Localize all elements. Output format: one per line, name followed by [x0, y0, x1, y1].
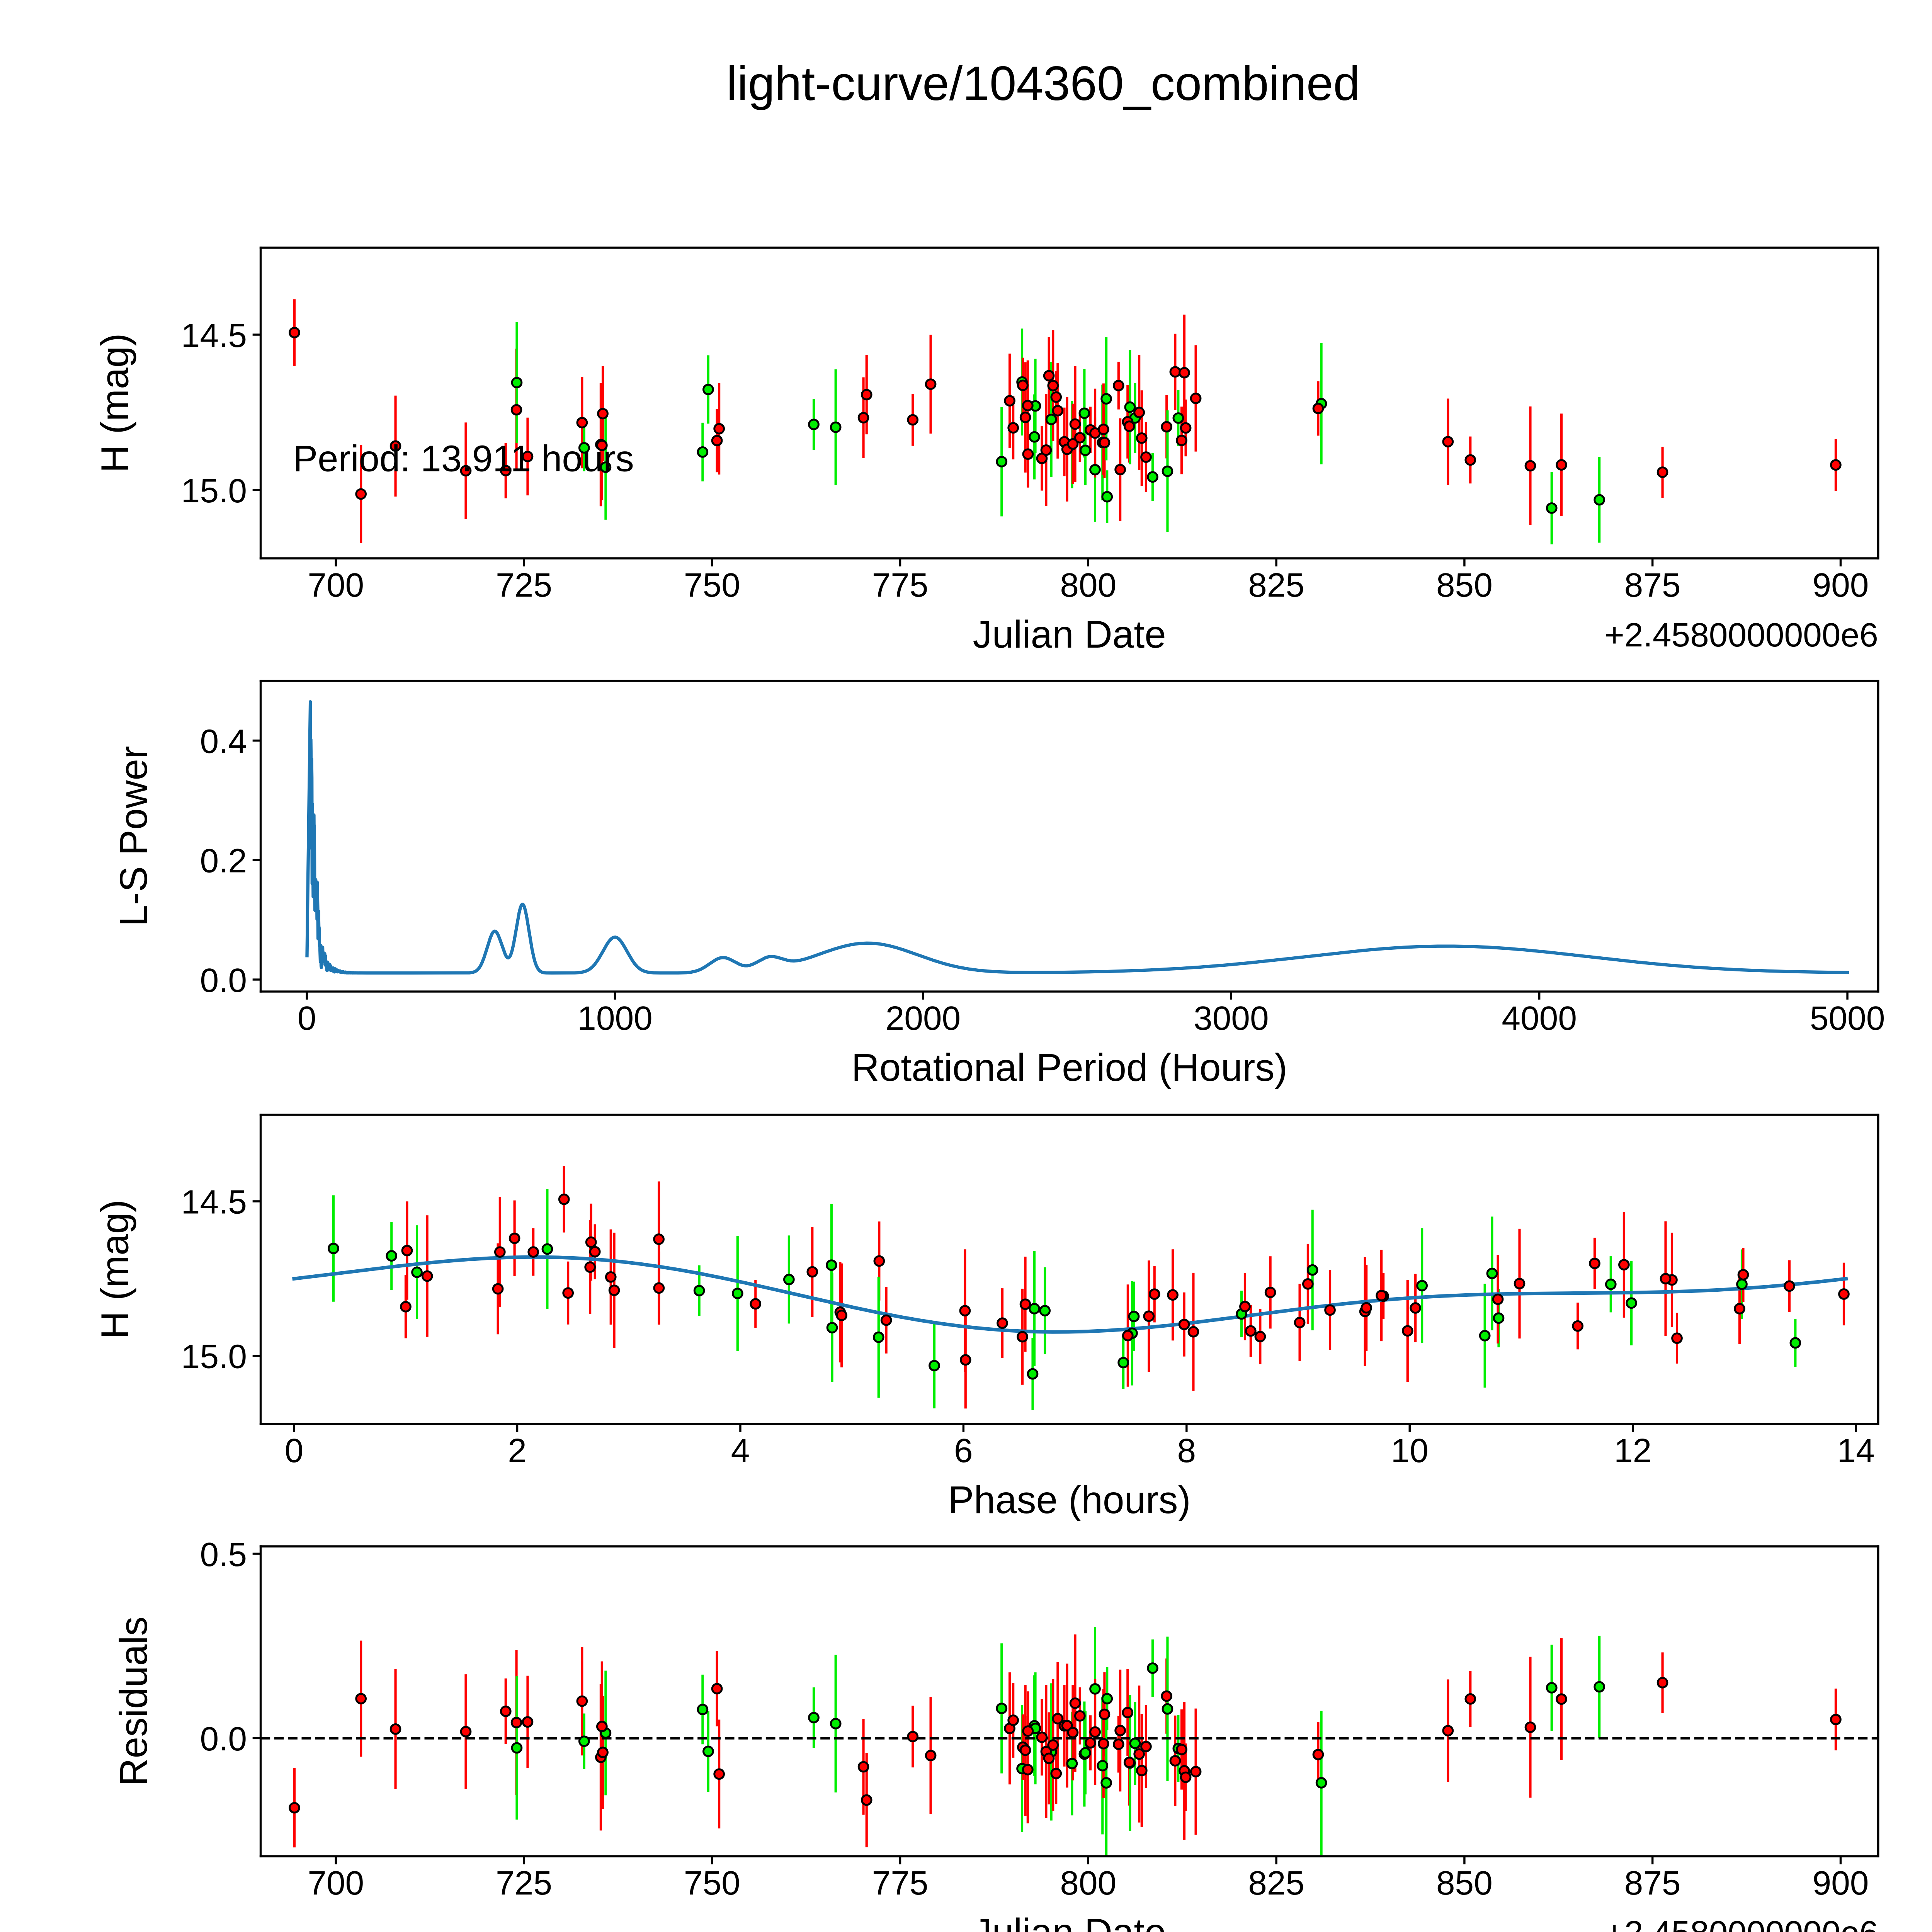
svg-text:H (mag): H (mag): [93, 333, 136, 473]
svg-text:725: 725: [496, 566, 552, 604]
svg-text:825: 825: [1248, 566, 1304, 604]
svg-text:800: 800: [1060, 1864, 1116, 1902]
svg-text:4: 4: [731, 1432, 750, 1469]
svg-text:2000: 2000: [886, 999, 961, 1037]
svg-text:725: 725: [496, 1864, 552, 1902]
svg-text:14: 14: [1837, 1432, 1874, 1469]
svg-text:1000: 1000: [577, 999, 653, 1037]
svg-text:750: 750: [684, 1864, 740, 1902]
svg-text:Phase (hours): Phase (hours): [948, 1478, 1191, 1522]
svg-text:0: 0: [298, 999, 316, 1037]
svg-text:850: 850: [1436, 566, 1493, 604]
svg-text:0.2: 0.2: [200, 842, 247, 880]
svg-text:12: 12: [1614, 1432, 1651, 1469]
svg-text:8: 8: [1177, 1432, 1196, 1469]
svg-text:0.0: 0.0: [200, 961, 247, 999]
svg-text:900: 900: [1812, 1864, 1869, 1902]
svg-text:2: 2: [508, 1432, 527, 1469]
svg-text:Residuals: Residuals: [112, 1616, 155, 1786]
svg-text:0.4: 0.4: [200, 722, 247, 760]
svg-text:+2.4580000000e6: +2.4580000000e6: [1605, 1914, 1878, 1932]
svg-text:0: 0: [285, 1432, 304, 1469]
svg-text:875: 875: [1624, 566, 1681, 604]
svg-text:Julian Date: Julian Date: [973, 1911, 1166, 1932]
svg-text:0.5: 0.5: [200, 1536, 247, 1573]
svg-text:6: 6: [954, 1432, 973, 1469]
svg-text:5000: 5000: [1810, 999, 1885, 1037]
svg-text:875: 875: [1624, 1864, 1681, 1902]
svg-text:750: 750: [684, 566, 740, 604]
svg-text:10: 10: [1391, 1432, 1429, 1469]
svg-text:14.5: 14.5: [181, 1183, 247, 1221]
svg-text:Julian Date: Julian Date: [973, 613, 1166, 656]
svg-text:15.0: 15.0: [181, 472, 247, 510]
svg-text:775: 775: [872, 566, 929, 604]
svg-text:light-curve/104360_combined: light-curve/104360_combined: [726, 57, 1360, 111]
svg-text:15.0: 15.0: [181, 1338, 247, 1376]
svg-text:900: 900: [1812, 566, 1869, 604]
svg-text:Period: 13.911 hours: Period: 13.911 hours: [293, 438, 634, 479]
svg-text:850: 850: [1436, 1864, 1493, 1902]
svg-text:800: 800: [1060, 566, 1116, 604]
svg-text:0.0: 0.0: [200, 1720, 247, 1758]
svg-text:H (mag): H (mag): [93, 1199, 136, 1339]
svg-text:+2.4580000000e6: +2.4580000000e6: [1605, 616, 1878, 654]
svg-text:700: 700: [308, 566, 364, 604]
svg-text:825: 825: [1248, 1864, 1304, 1902]
svg-text:L-S Power: L-S Power: [112, 746, 155, 927]
svg-text:700: 700: [308, 1864, 364, 1902]
svg-text:3000: 3000: [1194, 999, 1269, 1037]
svg-text:Rotational Period (Hours): Rotational Period (Hours): [852, 1046, 1287, 1089]
svg-text:4000: 4000: [1502, 999, 1577, 1037]
svg-text:775: 775: [872, 1864, 929, 1902]
svg-text:14.5: 14.5: [181, 316, 247, 354]
